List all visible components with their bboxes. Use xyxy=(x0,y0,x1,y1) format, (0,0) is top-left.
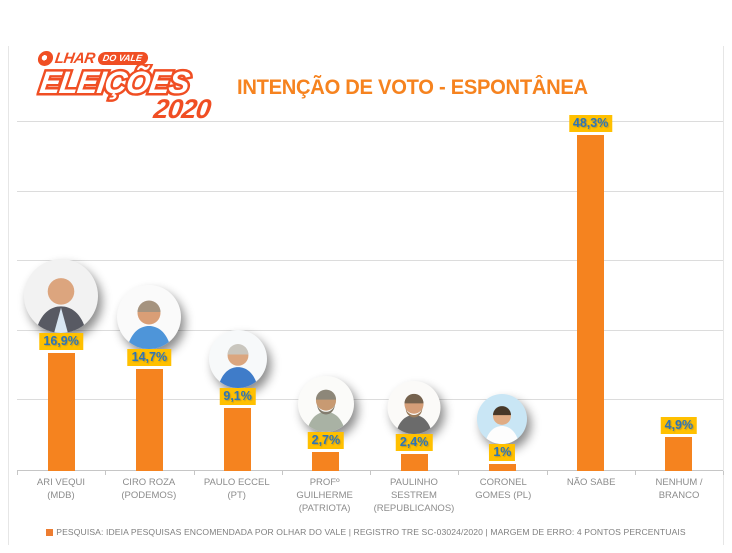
category-label: CIRO ROZA (PODEMOS) xyxy=(121,477,177,501)
bar xyxy=(665,436,693,471)
category-label: PROFº GUILHERME (PATRIOTA) xyxy=(296,477,353,514)
category-label: NÃO SABE xyxy=(566,477,616,488)
bar-column: 16,9% xyxy=(17,123,105,471)
gridline xyxy=(17,260,723,262)
bar xyxy=(47,353,75,471)
axis-tick xyxy=(193,471,195,475)
gridline xyxy=(17,399,723,401)
value-label: 1% xyxy=(489,444,516,462)
bar xyxy=(400,454,428,471)
logo-eleicoes-text: ELEIÇÕES xyxy=(38,64,193,100)
category-label: NENHUM / BRANCO xyxy=(655,477,703,501)
gridline xyxy=(17,121,723,122)
ciro-roza-photo xyxy=(117,284,182,349)
prof-guilherme-photo xyxy=(297,376,354,433)
bar-column: 48,3% xyxy=(547,114,635,471)
paulo-eccel-photo xyxy=(208,329,267,388)
value-label: 16,9% xyxy=(39,333,83,351)
chart-title: INTENÇÃO DE VOTO - ESPONTÂNEA xyxy=(237,76,588,99)
logo-eleicoes-wordmark: ELEIÇÕES xyxy=(35,64,195,102)
coronel-gomes-photo xyxy=(477,394,528,445)
axis-tick xyxy=(105,471,107,475)
category-label: ARI VEQUI (MDB) xyxy=(36,477,85,501)
bar xyxy=(312,452,340,471)
value-label: 14,7% xyxy=(127,348,172,366)
source-note: PESQUISA: IDEIA PESQUISAS ENCOMENDADA PO… xyxy=(0,527,732,537)
page-border-left xyxy=(8,46,9,545)
source-note-text: PESQUISA: IDEIA PESQUISAS ENCOMENDADA PO… xyxy=(56,527,686,537)
category-label: CORONEL GOMES (PL) xyxy=(475,477,532,501)
bar xyxy=(577,134,605,471)
bar-column: 9,1% xyxy=(194,123,282,471)
bar xyxy=(224,407,252,471)
gridline xyxy=(17,190,723,192)
category-label: PAULO ECCEL (PT) xyxy=(203,477,270,501)
gridline xyxy=(17,329,723,331)
category-axis: ARI VEQUI (MDB) CIRO ROZA (PODEMOS) PAULO … xyxy=(17,477,723,515)
value-label: 48,3% xyxy=(568,114,613,132)
olhar-do-vale-logo: LHAR DO VALE ELEIÇÕES 2020 xyxy=(35,50,212,125)
bar-column: 14,7% xyxy=(105,123,193,471)
bar-column: 2,7% xyxy=(282,123,370,471)
ari-vequi-photo xyxy=(24,259,99,334)
value-label: 2,4% xyxy=(395,434,433,452)
value-label: 9,1% xyxy=(219,387,256,405)
page-border-right xyxy=(723,46,724,545)
bar-column: 2,4% xyxy=(370,123,458,471)
bar-chart-plot-area: 16,9% 14,7% 9,1% 2,7% 2,4% 1% 48,3% 4,9% xyxy=(17,114,724,475)
axis-tick xyxy=(281,471,283,475)
value-label: 2,7% xyxy=(307,432,345,450)
bar-column: 4,9% xyxy=(635,123,723,471)
axis-tick xyxy=(634,471,636,475)
value-label: 4,9% xyxy=(660,416,698,434)
axis-tick xyxy=(17,471,18,475)
axis-tick xyxy=(723,471,724,475)
bar-column: 1% xyxy=(458,123,546,471)
axis-tick xyxy=(546,471,548,475)
legend-swatch-icon xyxy=(46,529,54,536)
paulinho-sestrem-photo xyxy=(387,381,441,435)
bar xyxy=(135,368,163,471)
bar xyxy=(488,464,516,471)
axis-tick xyxy=(458,471,460,475)
category-label: PAULINHO SESTREM (REPUBLICANOS) xyxy=(373,477,455,514)
axis-tick xyxy=(370,471,371,475)
